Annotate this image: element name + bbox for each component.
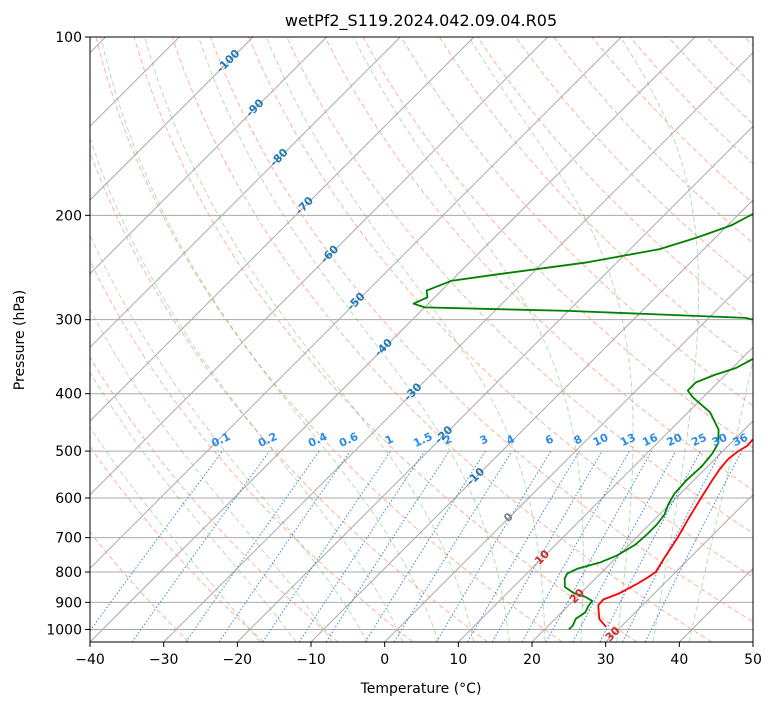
dry-adiabat-line: [95, 37, 563, 642]
x-tick-label: 0: [380, 652, 389, 668]
moist-adiabat-line: [198, 37, 510, 642]
mixing-ratio-line: [218, 450, 351, 642]
dry-adiabat-line: [210, 37, 753, 623]
y-tick-label: 400: [55, 387, 82, 403]
y-tick-label: 1000: [46, 622, 82, 638]
y-axis-label: Pressure (hPa): [12, 290, 28, 390]
y-tick-label: 500: [55, 444, 82, 460]
x-tick-label: −10: [296, 652, 326, 668]
plot-frame: [89, 36, 754, 643]
temperature-profile-line: [597, 437, 753, 628]
x-axis-label: Temperature (°C): [360, 681, 482, 697]
moist-adiabat-line: [468, 37, 634, 642]
isotherm-line: [90, 37, 549, 496]
dry-adiabat-line: [477, 37, 753, 325]
dry-adiabat-line: [90, 150, 488, 642]
mixing-ratio-line: [572, 450, 677, 642]
x-tick-label: 10: [449, 652, 467, 668]
isotherm-line: [531, 420, 753, 642]
mixing-ratio-line: [644, 450, 743, 642]
dry-adiabat-line: [90, 259, 414, 642]
mixing-ratio-line: [364, 450, 486, 642]
mixing-ratio-label: 36: [731, 431, 751, 449]
chart-title: wetPf2_S119.2024.042.09.04.R05: [285, 11, 557, 31]
x-tick-label: 20: [523, 652, 541, 668]
mixing-ratio-line: [262, 450, 392, 642]
moist-adiabat-line: [90, 371, 297, 642]
isotherm-line: [163, 51, 753, 642]
mixing-ratio-line: [393, 450, 513, 642]
mixing-ratio-label: 10: [591, 431, 611, 449]
isotherm-line: [90, 37, 622, 570]
isotherm-line: [236, 125, 753, 642]
moist-adiabat-line: [90, 136, 404, 642]
dry-adiabat-line: [553, 37, 753, 244]
mixing-ratio-line: [90, 450, 223, 632]
moist-adiabat-line: [100, 37, 439, 642]
mixing-ratio-line: [185, 450, 320, 642]
mixing-ratio-line: [545, 450, 653, 642]
moist-adiabat-line: [90, 308, 333, 642]
mixing-ratio-line: [599, 450, 701, 642]
x-tick-label: −20: [223, 652, 253, 668]
dry-adiabat-line: [133, 37, 638, 642]
moist-adiabat-line: [90, 233, 369, 642]
dry-adiabat-line: [438, 37, 753, 366]
mixing-ratio-line: [621, 450, 722, 642]
mixing-ratio-label: 16: [640, 431, 660, 449]
mixing-ratio-label: 30: [710, 431, 730, 449]
isotherm-line: [90, 37, 475, 422]
y-tick-label: 300: [55, 313, 82, 329]
mixing-ratio-line: [325, 450, 450, 642]
moist-adiabat-line: [144, 37, 475, 642]
dry-adiabat-line: [171, 37, 712, 642]
isotherm-line: [90, 37, 401, 349]
isotherm-line: [90, 37, 328, 275]
isotherm-line: [605, 493, 753, 642]
x-tick-label: −30: [149, 652, 179, 668]
dry-adiabat-line: [324, 37, 753, 491]
dry-adiabat-line: [591, 37, 753, 204]
moist-adiabat-line: [265, 37, 546, 642]
dry-adiabat-line: [90, 356, 339, 642]
mixing-ratio-line: [435, 450, 552, 642]
y-tick-label: 700: [55, 531, 82, 547]
mixing-ratio-line: [521, 450, 630, 642]
mixing-ratio-label: 13: [618, 431, 637, 449]
mixing-ratio-line: [298, 450, 425, 642]
y-tick-label: 800: [55, 565, 82, 581]
dewpoint-profile-line: [412, 212, 753, 631]
x-tick-label: −40: [75, 652, 105, 668]
y-tick-label: 100: [55, 30, 82, 46]
dry-adiabat-line: [362, 37, 753, 449]
x-tick-label: 30: [597, 652, 615, 668]
y-tick-label: 600: [55, 491, 82, 507]
mixing-ratio-line: [131, 450, 270, 642]
dry-adiabat-line: [286, 37, 753, 534]
isotherm-line: [384, 272, 753, 642]
dry-adiabat-line: [90, 531, 190, 642]
y-tick-label: 900: [55, 595, 82, 611]
isotherm-line: [90, 37, 254, 201]
dry-adiabat-line: [400, 37, 753, 407]
moist-adiabat-line: [688, 358, 753, 642]
isotherm-line: [90, 37, 696, 642]
dry-adiabat-line: [248, 37, 753, 578]
isotherm-line: [457, 346, 753, 642]
x-tick-label: 40: [670, 652, 688, 668]
mixing-ratio-label: 25: [689, 431, 708, 449]
x-tick-label: 50: [744, 652, 762, 668]
moist-adiabat-line: [620, 37, 700, 642]
mixing-ratio-label: 20: [665, 431, 685, 449]
y-tick-label: 200: [55, 208, 82, 224]
